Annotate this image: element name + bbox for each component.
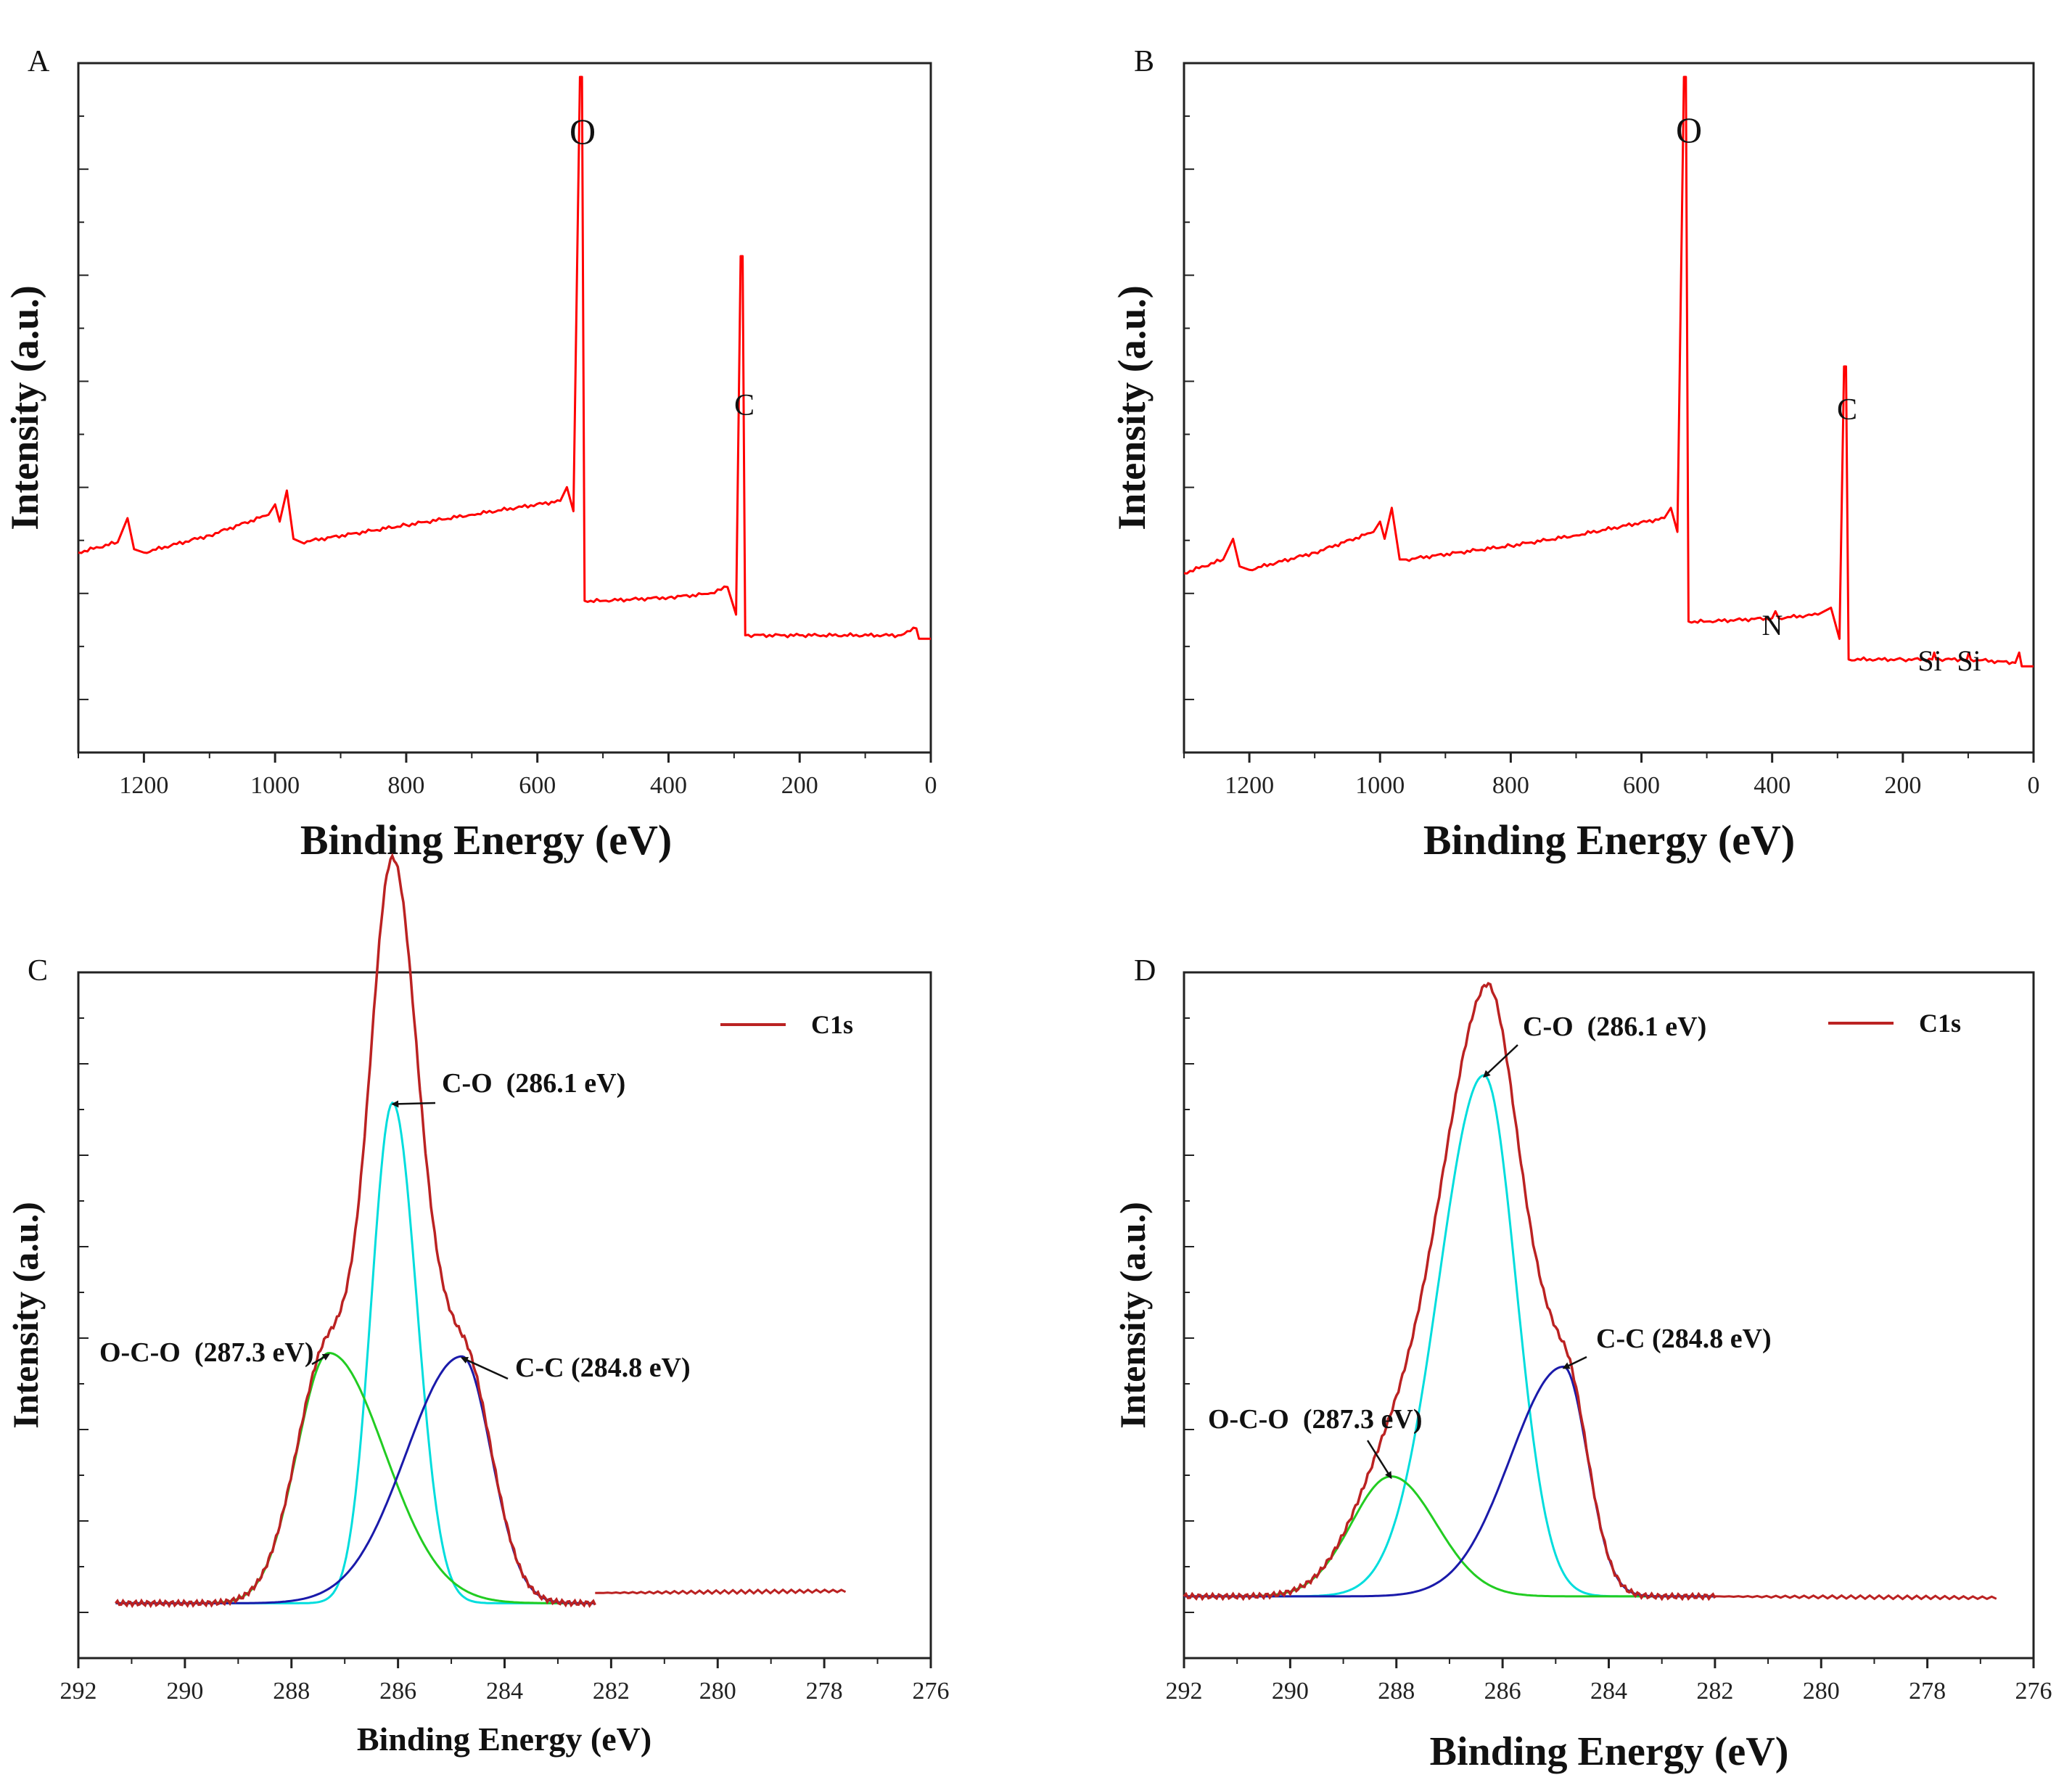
legend-label: C1s [811,1010,853,1039]
x-tick-label: 0 [2028,772,2040,799]
peak-annotation-label: O-C-O (287.3 eV) [1208,1404,1422,1435]
x-tick-label: 600 [519,772,556,799]
peak-label-o: O [570,111,596,152]
x-tick-label: 276 [913,1678,950,1705]
x-tick-label: 292 [60,1678,97,1705]
peak-annotation-label: C-O (286.1 eV) [442,1068,625,1099]
x-tick-label: 200 [1884,772,1921,799]
annotation-arrow [1366,1440,1392,1480]
annotation-arrow [311,1353,330,1366]
panel-letter: B [1134,45,1154,78]
x-tick-label: 800 [387,772,424,799]
peak-label-c: C [1837,393,1857,427]
peak-annotation-label: C-O (286.1 eV) [1523,1012,1706,1042]
x-tick-label: 284 [486,1678,523,1705]
x-tick-label: 290 [1272,1678,1309,1705]
x-tick-label: 800 [1492,772,1529,799]
x-tick-label: 400 [650,772,687,799]
x-tick-label: 284 [1590,1678,1627,1705]
survey-spectrum-line [78,75,931,640]
c1s-envelope-line [115,853,596,1609]
x-tick-label: 0 [925,772,937,799]
x-tick-label: 278 [1909,1678,1946,1705]
plot-frame [1183,62,2035,754]
annotation-arrow [460,1356,509,1380]
legend-label: C1s [1919,1009,1961,1038]
x-axis-label: Binding Energy (eV) [357,1721,651,1758]
x-tick-label: 276 [2015,1678,2052,1705]
annotation-arrow [1483,1044,1518,1078]
plot-frame [77,62,932,754]
x-tick-label: 282 [1696,1678,1733,1705]
survey-spectrum-line [1183,75,2034,668]
x-tick-label: 286 [379,1678,416,1705]
x-tick-label: 400 [1754,772,1791,799]
peak-annotation-label: C-C (284.8 eV) [515,1353,691,1383]
panel-c: C 292 290 288 286 284 282 280 278 276 Binding Ener… [5,853,950,1758]
x-axis-label: Binding Energy (eV) [1423,816,1795,864]
annotation-arrow [1562,1356,1587,1369]
panel-d: D 292 290 288 286 284 282 280 278 276 Binding Ener… [1112,954,2052,1774]
x-tick-label: 292 [1166,1678,1203,1705]
peak-annotation-label: O-C-O (287.3 eV) [99,1337,313,1368]
panel-letter: C [28,954,48,988]
x-tick-label: 280 [1803,1678,1840,1705]
panel-a: A 1200 1000 800 600 400 200 0 Binding Energy (eV… [3,45,937,864]
x-tick-label: 290 [166,1678,203,1705]
x-tick-label: 600 [1623,772,1660,799]
x-tick-label: 1200 [119,772,168,799]
x-tick-label: 1000 [1355,772,1405,799]
peak-annotation-label: C-C (284.8 eV) [1596,1324,1772,1354]
x-tick-label: 280 [699,1678,736,1705]
peak-label-n: N [1762,609,1783,641]
panels-container: A 1200 1000 800 600 400 200 0 Binding Energy (eV… [3,45,2052,1774]
x-tick-label: 288 [273,1678,310,1705]
y-axis-label: Intensity (a.u.) [1112,1202,1153,1429]
x-tick-label: 286 [1484,1678,1521,1705]
y-axis-label: Intensity (a.u.) [3,285,46,530]
x-tick-label: 278 [806,1678,843,1705]
peak-label-si: Si [1917,644,1941,677]
x-axis-label: Binding Energy (eV) [300,816,672,864]
c1s-envelope-line [1183,981,1717,1602]
peak-label-c: C [734,389,755,422]
peak-label-si: Si [1957,644,1981,677]
x-tick-label: 1200 [1225,772,1274,799]
y-axis-label: Intensity (a.u.) [5,1202,46,1429]
c1s-baseline-tail [1714,1594,1997,1601]
y-axis-label: Intensity (a.u.) [1110,285,1154,530]
c1s-baseline-tail [595,1588,847,1595]
x-tick-label: 200 [781,772,818,799]
panel-b: B 1200 1000 800 600 400 200 0 Binding Energy (eV… [1110,45,2040,864]
peak-label-o: O [1676,110,1702,150]
panel-letter: A [28,45,50,78]
x-tick-label: 282 [593,1678,630,1705]
panel-letter: D [1134,954,1156,988]
annotation-arrow [391,1100,436,1108]
x-tick-label: 1000 [250,772,300,799]
x-axis-label: Binding Energy (eV) [1430,1729,1789,1774]
x-tick-label: 288 [1378,1678,1415,1705]
